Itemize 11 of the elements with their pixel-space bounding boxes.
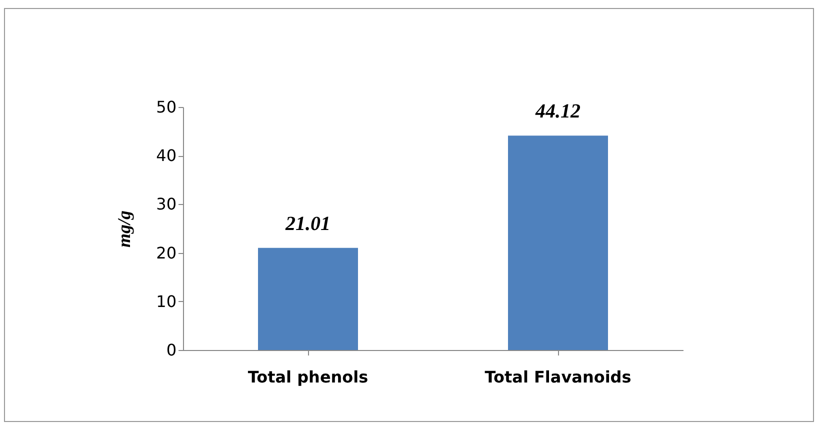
y-tick-label: 0	[166, 340, 176, 360]
x-tick-label: Total Flavanoids	[484, 368, 632, 386]
y-tick-label: 30	[156, 194, 176, 214]
x-tick-label: Total phenols	[248, 368, 368, 386]
data-label: 21.01	[284, 212, 330, 235]
y-tick-label: 40	[156, 146, 176, 166]
y-tick-label: 50	[156, 98, 176, 116]
y-axis-title: mg/g	[114, 210, 134, 248]
y-tick-label: 20	[156, 243, 176, 262]
y-tick-label: 10	[156, 292, 176, 311]
data-label: 44.12	[534, 100, 580, 123]
